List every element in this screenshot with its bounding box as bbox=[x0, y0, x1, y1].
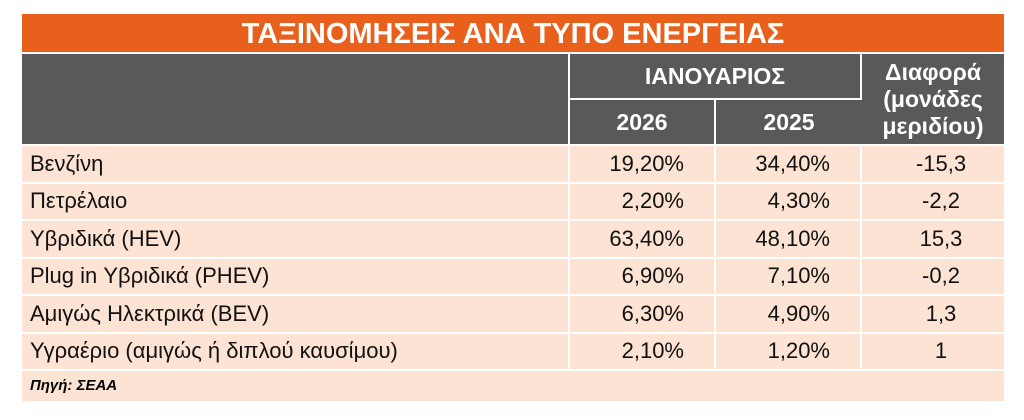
cell-2025: 48,10% bbox=[716, 221, 862, 259]
cell-diff: -0,2 bbox=[862, 258, 1004, 296]
cell-2025: 4,90% bbox=[716, 296, 862, 334]
cell-2026: 2,20% bbox=[570, 183, 716, 221]
cell-diff: -15,3 bbox=[862, 146, 1004, 184]
table-row: Αμιγώς Ηλεκτρικά (BEV) 6,30% 4,90% 1,3 bbox=[22, 296, 1004, 334]
cell-2025: 34,40% bbox=[716, 146, 862, 184]
cell-2026: 6,30% bbox=[570, 296, 716, 334]
header-year: 2025 bbox=[716, 100, 862, 146]
source: Πηγή: ΣΕΑΑ bbox=[22, 371, 1004, 401]
header-year: 2026 bbox=[570, 100, 716, 146]
table-row: Υβριδικά (HEV) 63,40% 48,10% 15,3 bbox=[22, 221, 1004, 259]
table-row: Plug in Υβριδικά (PHEV) 6,90% 7,10% -0,2 bbox=[22, 258, 1004, 296]
row-label: Βενζίνη bbox=[22, 146, 570, 184]
cell-diff: 15,3 bbox=[862, 221, 1004, 259]
row-label: Plug in Υβριδικά (PHEV) bbox=[22, 258, 570, 296]
header-blank bbox=[22, 54, 570, 146]
cell-diff: 1 bbox=[862, 333, 1004, 371]
row-label: Αμιγώς Ηλεκτρικά (BEV) bbox=[22, 296, 570, 334]
cell-2026: 63,40% bbox=[570, 221, 716, 259]
cell-diff: -2,2 bbox=[862, 183, 1004, 221]
cell-2025: 7,10% bbox=[716, 258, 862, 296]
cell-diff: 1,3 bbox=[862, 296, 1004, 334]
table-body: Βενζίνη 19,20% 34,40% -15,3 Πετρέλαιο 2,20% 4,… bbox=[22, 146, 1004, 371]
row-label: Υβριδικά (HEV) bbox=[22, 221, 570, 259]
cell-2026: 6,90% bbox=[570, 258, 716, 296]
row-label: Πετρέλαιο bbox=[22, 183, 570, 221]
table-card: ΤΑΞΙΝΟΜΗΣΕΙΣ ΑΝΑ ΤΥΠΟ ΕΝΕΡΓΕΙΑΣ ΙΑΝΟΥΑΡΙ… bbox=[22, 14, 1004, 401]
cell-2025: 1,20% bbox=[716, 333, 862, 371]
table-row: Βενζίνη 19,20% 34,40% -15,3 bbox=[22, 146, 1004, 184]
header-diff: Διαφορά (μονάδες μεριδίου) bbox=[862, 54, 1004, 146]
cell-2026: 19,20% bbox=[570, 146, 716, 184]
header-group: ΙΑΝΟΥΑΡΙΟΣ bbox=[570, 54, 862, 100]
cell-2025: 4,30% bbox=[716, 183, 862, 221]
table-row: Υγραέριο (αμιγώς ή διπλού καυσίμου) 2,10%… bbox=[22, 333, 1004, 371]
row-label: Υγραέριο (αμιγώς ή διπλού καυσίμου) bbox=[22, 333, 570, 371]
title: ΤΑΞΙΝΟΜΗΣΕΙΣ ΑΝΑ ΤΥΠΟ ΕΝΕΡΓΕΙΑΣ bbox=[22, 14, 1004, 52]
table-row: Πετρέλαιο 2,20% 4,30% -2,2 bbox=[22, 183, 1004, 221]
table: ΙΑΝΟΥΑΡΙΟΣ Διαφορά (μονάδες μεριδίου) 20… bbox=[22, 54, 1004, 371]
cell-2026: 2,10% bbox=[570, 333, 716, 371]
